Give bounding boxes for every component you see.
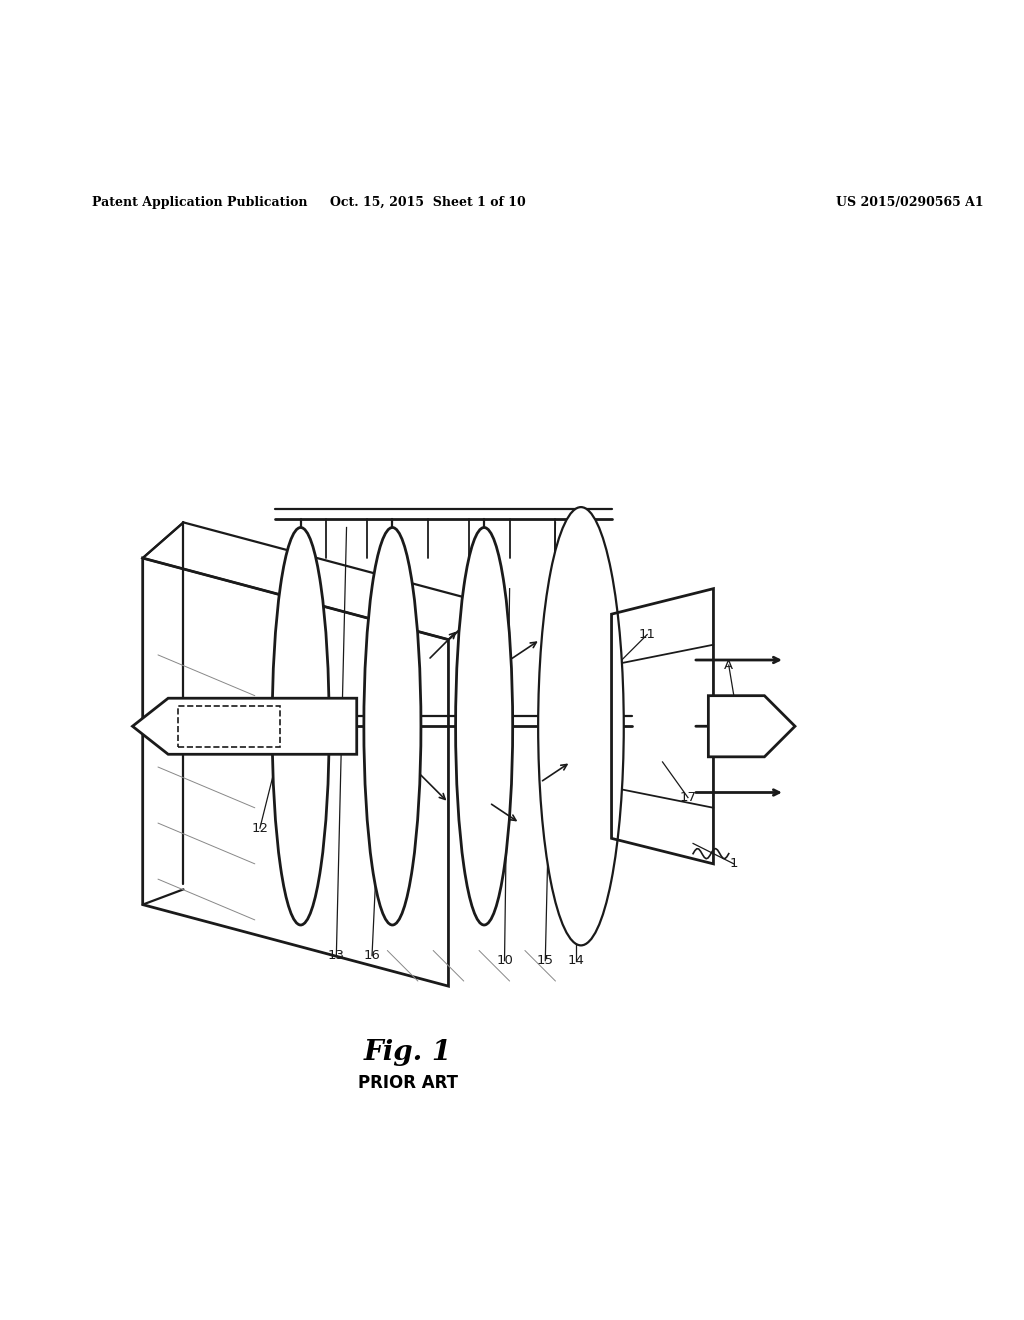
- FancyArrow shape: [132, 698, 356, 754]
- Text: A: A: [724, 659, 733, 672]
- Ellipse shape: [364, 528, 421, 925]
- Text: 16: 16: [364, 949, 381, 962]
- Text: 10: 10: [496, 954, 513, 968]
- Text: US 2015/0290565 A1: US 2015/0290565 A1: [836, 197, 983, 210]
- Text: 1: 1: [729, 858, 738, 870]
- Text: 13: 13: [328, 949, 345, 962]
- Bar: [178, 706, 281, 747]
- Text: Patent Application Publication: Patent Application Publication: [92, 197, 307, 210]
- Ellipse shape: [272, 528, 329, 925]
- Text: 12: 12: [252, 821, 268, 834]
- Ellipse shape: [456, 528, 513, 925]
- Text: Oct. 15, 2015  Sheet 1 of 10: Oct. 15, 2015 Sheet 1 of 10: [330, 197, 526, 210]
- Text: PRIOR ART: PRIOR ART: [357, 1074, 458, 1092]
- Ellipse shape: [539, 507, 624, 945]
- Text: 14: 14: [567, 954, 585, 968]
- FancyArrow shape: [709, 696, 795, 756]
- Ellipse shape: [548, 517, 613, 935]
- Text: 17: 17: [680, 791, 696, 804]
- Text: 11: 11: [639, 628, 655, 642]
- Text: 15: 15: [537, 954, 554, 968]
- Text: Fig. 1: Fig. 1: [364, 1039, 452, 1067]
